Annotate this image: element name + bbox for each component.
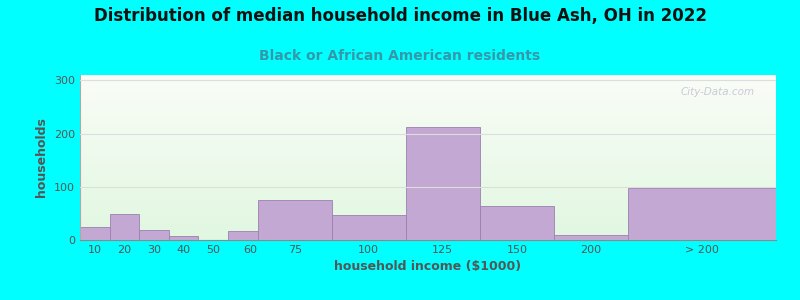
Bar [169, 236, 198, 240]
Text: Black or African American residents: Black or African American residents [259, 50, 541, 64]
Bar [480, 206, 554, 240]
Text: City-Data.com: City-Data.com [681, 86, 755, 97]
Bar [139, 230, 169, 240]
Bar [228, 231, 273, 240]
Bar [628, 188, 776, 240]
Bar [258, 200, 332, 240]
Bar [554, 235, 628, 240]
Bar [332, 215, 406, 240]
Bar [80, 227, 110, 240]
Text: Distribution of median household income in Blue Ash, OH in 2022: Distribution of median household income … [94, 8, 706, 26]
X-axis label: household income ($1000): household income ($1000) [334, 260, 522, 273]
Y-axis label: households: households [35, 118, 49, 197]
Bar [406, 127, 480, 240]
Bar [110, 214, 139, 240]
